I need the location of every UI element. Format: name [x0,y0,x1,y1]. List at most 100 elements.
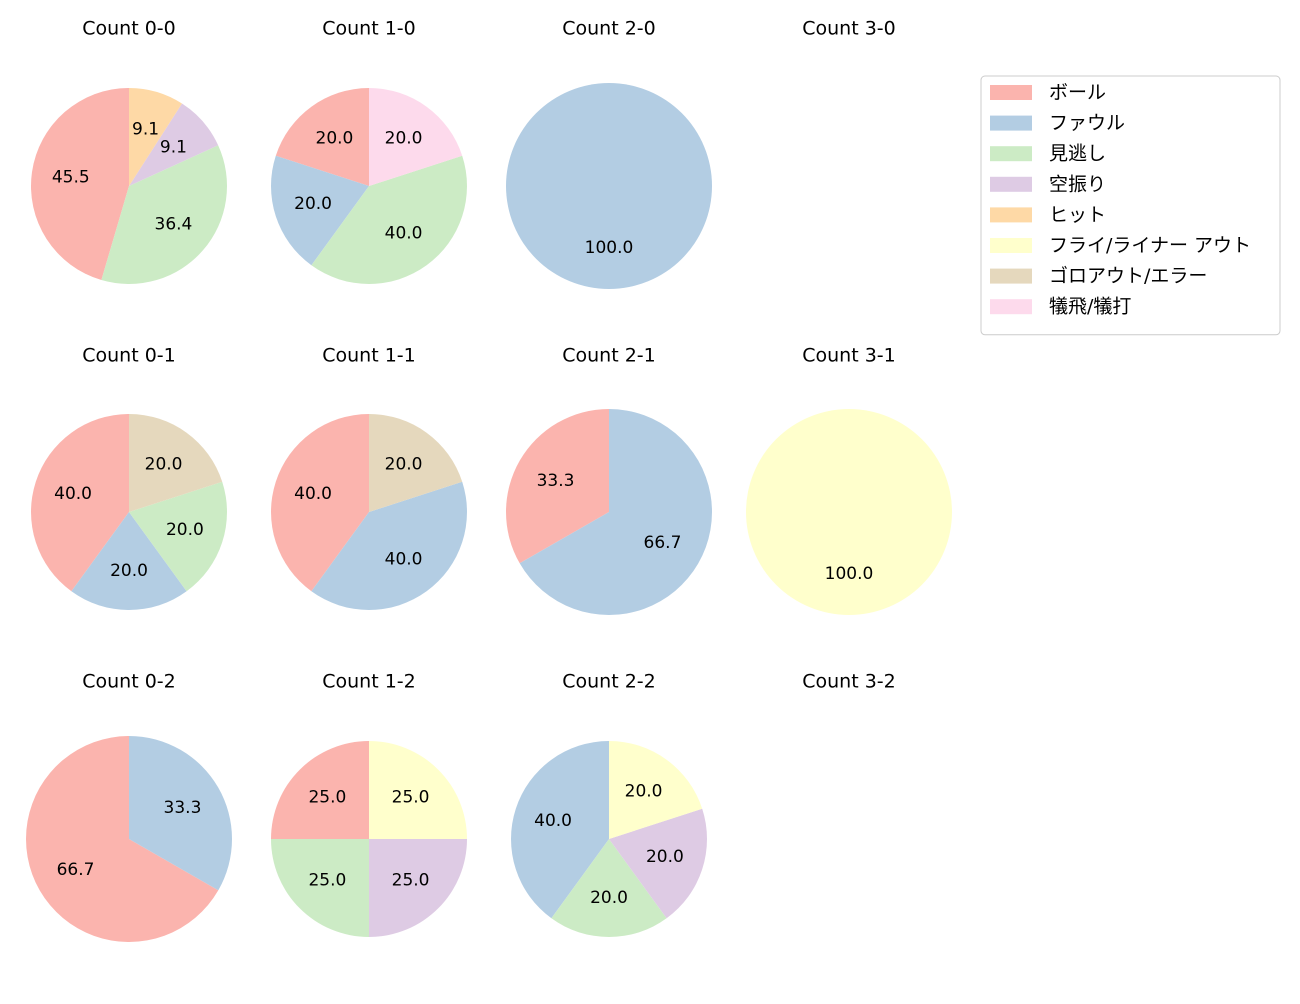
legend-item: 空振り [990,173,1106,195]
pie-value-label: 20.0 [590,888,628,908]
legend-swatch [990,238,1032,253]
pie-panel-count-3-1: Count 3-1 100.0 [746,345,952,615]
pie-value-label: 20.0 [625,781,663,801]
pie-title: Count 0-2 [82,671,176,693]
legend-item: フライ/ライナー アウト [990,235,1251,257]
pie-slice-count-2-2-1 [551,839,667,937]
pie-slice-count-0-0-2 [129,103,219,186]
pie-slice-count-1-1-1 [311,481,467,610]
pie-slice-count-0-0-1 [101,145,227,284]
pie-panel-count-0-1: Count 0-1 40.0 20.0 20.0 20.0 [31,345,227,610]
pie-slice-count-0-1-2 [129,481,227,592]
pie-slice-count-0-1-3 [129,414,223,512]
pie-slice-count-1-2-3 [369,741,467,839]
pie-value-label: 20.0 [166,520,204,540]
pie-value-label: 45.5 [52,168,90,188]
pie-value-label: 20.0 [110,561,148,581]
pie-panel-count-0-0: Count 0-0 45.5 36.4 9.19.1 [31,18,227,284]
pie-slice-count-2-2-3 [609,741,703,839]
legend-item: 犠飛/犠打 [990,296,1131,318]
pie-slice-count-2-0-0 [506,83,712,289]
legend-item: 見逃し [990,143,1106,165]
pie-value-label: 40.0 [294,484,332,504]
legend-label: ゴロアウト/エラー [1049,265,1207,287]
legend-item: ゴロアウト/エラー [990,265,1207,287]
pie-slice-count-1-0-3 [369,88,463,186]
pie-value-label: 25.0 [392,787,430,807]
legend-label: 犠飛/犠打 [1049,296,1131,318]
pie-title: Count 2-1 [562,345,656,367]
legend-swatch [990,268,1032,284]
pie-title: Count 0-0 [82,18,176,40]
legend-swatch [990,207,1032,223]
pie-panel-count-3-0: Count 3-0 [802,18,896,40]
pie-panel-count-1-2: Count 1-2 25.0 25.0 25.0 25.0 [271,671,467,937]
pie-title: Count 0-1 [82,345,176,367]
pie-slice-count-0-0-0 [31,88,129,281]
pie-panel-count-2-0: Count 2-0 100.0 [506,18,712,289]
pie-slice-count-2-1-0 [506,409,609,564]
pie-title: Count 1-2 [322,671,416,693]
pie-title: Count 3-2 [802,671,896,693]
pie-slice-count-2-2-2 [609,808,707,919]
legend-item: ヒット [990,204,1106,226]
pie-value-label: 9.1 [132,120,159,140]
pie-slice-count-0-2-1 [129,736,232,891]
legend-label: ボール [1049,82,1106,104]
pie-slice-count-1-0-1 [271,155,369,266]
pie-title: Count 2-0 [562,18,656,40]
pie-value-label: 20.0 [316,128,354,148]
pie-value-label: 25.0 [308,787,346,807]
pie-value-label: 40.0 [54,484,92,504]
pie-value-label: 66.7 [57,860,95,880]
pie-slice-count-1-0-0 [275,88,369,186]
pie-panel-count-3-2: Count 3-2 [802,671,896,693]
pie-value-label: 20.0 [145,454,183,474]
legend-label: 空振り [1049,173,1106,195]
pie-value-label: 36.4 [155,215,193,235]
pie-value-label: 20.0 [646,847,684,867]
pie-slice-count-0-1-0 [31,414,129,592]
pie-slice-count-2-2-0 [511,741,609,919]
pie-title: Count 3-1 [802,345,896,367]
pie-panel-count-1-0: Count 1-0 20.0 20.0 40.0 20.0 [271,18,467,284]
pie-value-label: 40.0 [385,224,423,244]
legend-label: ファウル [1049,112,1125,134]
pie-slice-count-0-2-0 [25,736,219,942]
legend-item: ファウル [990,112,1125,134]
pie-value-label: 33.3 [164,798,202,818]
legend-swatch [990,176,1032,192]
pie-title: Count 3-0 [802,18,896,40]
pie-panel-count-0-2: Count 0-2 66.7 33.3 [25,671,232,942]
pie-slice-count-0-1-1 [71,512,187,610]
legend-swatch [990,85,1032,100]
pie-panel-count-2-2: Count 2-2 40.0 20.0 20.0 20.0 [511,671,707,937]
pie-slice-count-1-1-2 [369,414,463,512]
pie-slice-count-3-1-0 [746,409,952,615]
legend-frame [980,75,1281,336]
pie-value-label: 33.3 [537,471,575,491]
pie-value-label: 9.1 [160,137,187,157]
pie-value-label: 40.0 [385,550,423,570]
pie-slice-count-1-2-2 [369,839,467,937]
pie-slice-count-1-2-0 [271,741,369,839]
pie-panels: Count 0-0 45.5 36.4 9.19.1 Count 1-0 20.0 20.0… [25,18,952,942]
legend-label: ヒット [1049,204,1106,226]
pie-value-label: 25.0 [308,871,346,891]
legend-swatch [990,146,1032,162]
pie-value-label: 66.7 [644,533,682,553]
pie-value-label: 100.0 [585,238,634,258]
pie-title: Count 2-2 [562,671,656,693]
pie-slice-count-1-1-0 [271,414,369,592]
pie-slice-count-2-1-1 [519,409,712,616]
pie-value-label: 20.0 [294,194,332,214]
legend-label: 見逃し [1049,143,1106,165]
pie-value-label: 25.0 [392,871,430,891]
pie-value-label: 100.0 [825,564,874,584]
pie-value-label: 20.0 [385,454,423,474]
legend-swatch [990,299,1032,315]
pie-title: Count 1-1 [322,345,416,367]
